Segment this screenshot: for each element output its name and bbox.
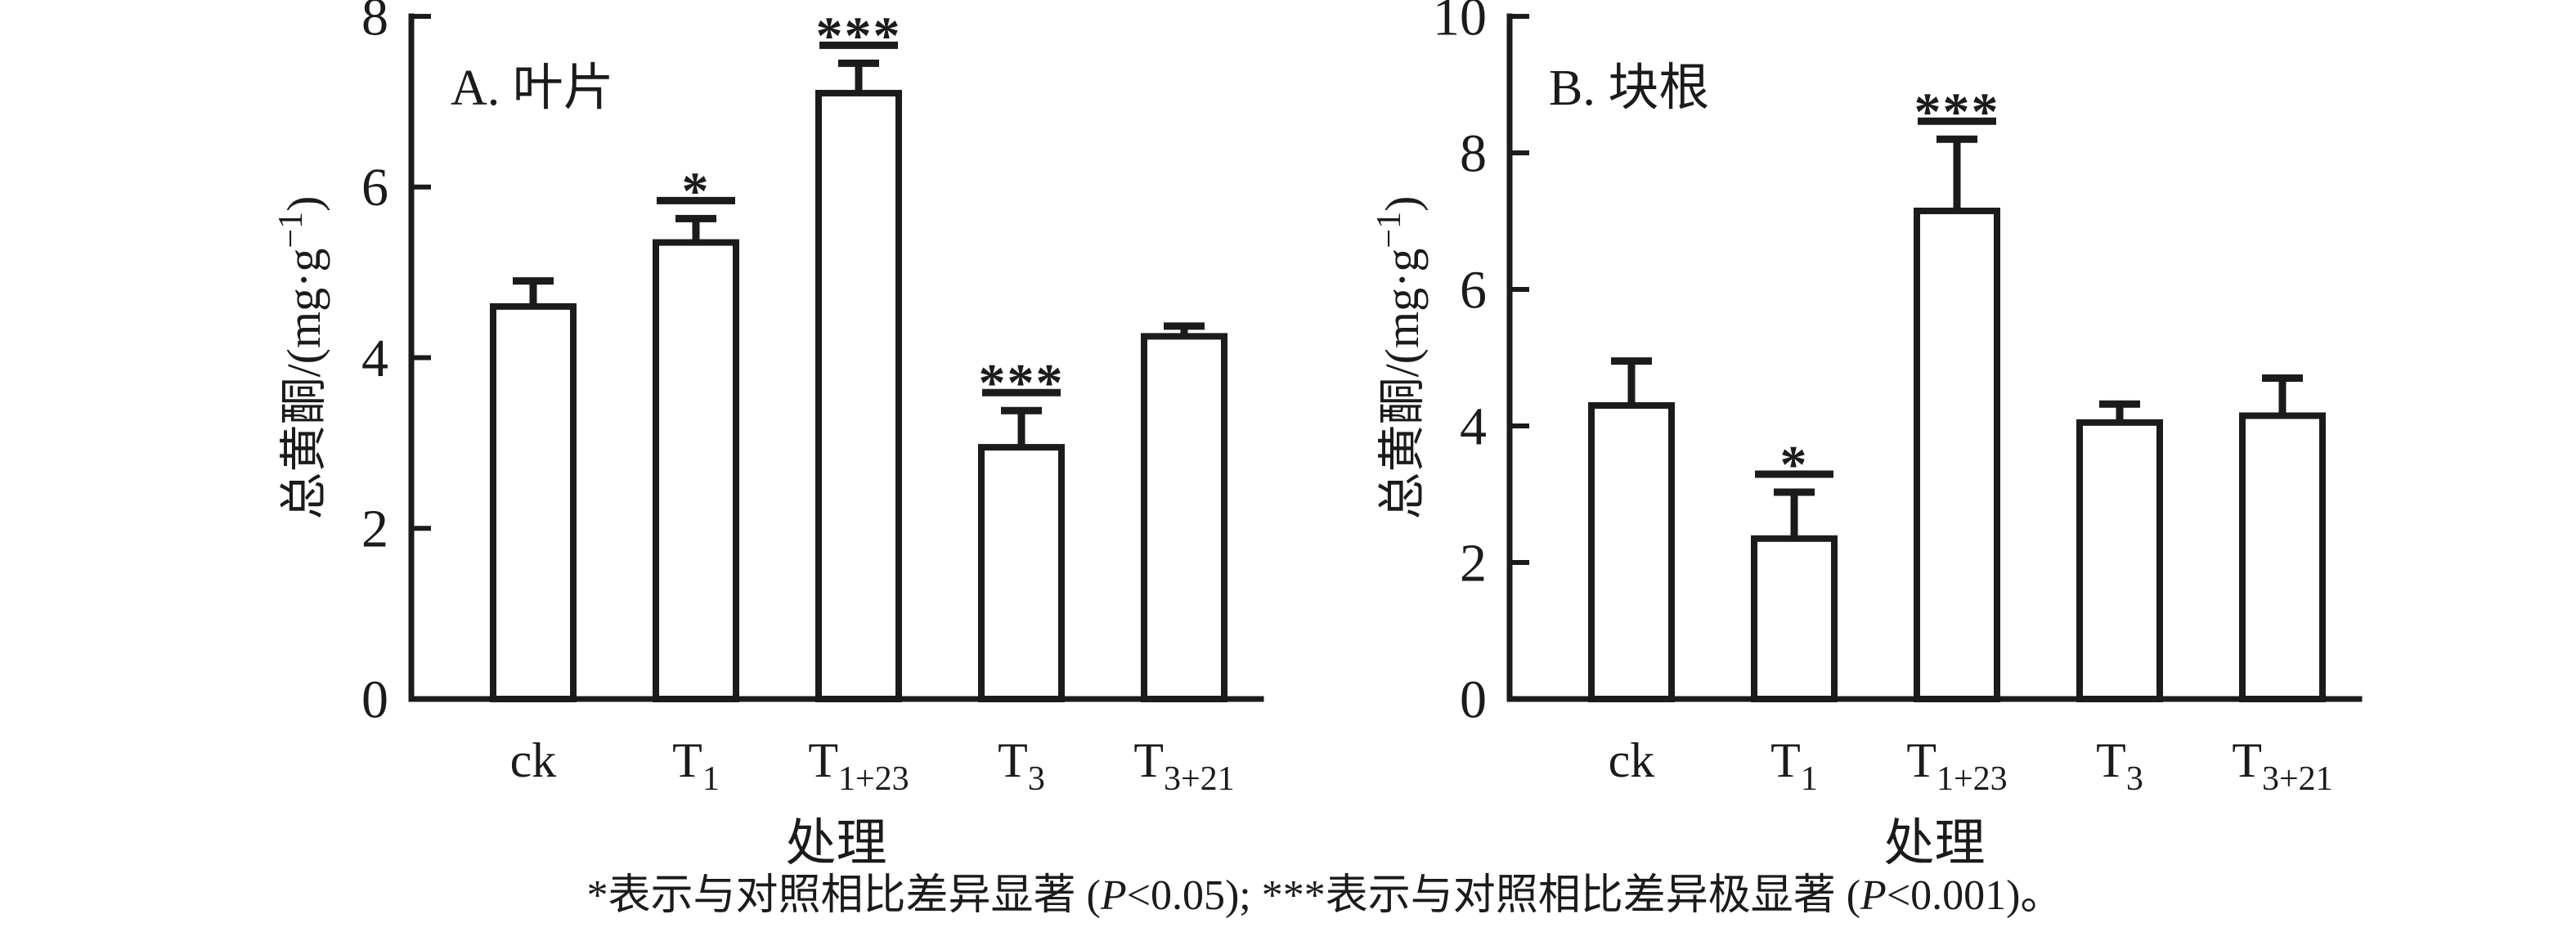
x-category-label-t3: T3 <box>998 733 1045 798</box>
axes <box>408 13 1264 702</box>
sig-stars-t1: * <box>1780 435 1809 495</box>
error-bar-t1-23 <box>1936 135 1977 211</box>
error-bar-t3 <box>2099 400 2140 423</box>
error-bar-t1 <box>1774 488 1815 539</box>
sig-stars-t1-23: *** <box>1914 82 2000 141</box>
sig-stars-t3: *** <box>979 353 1065 413</box>
y-tick-label: 4 <box>1460 397 1487 456</box>
bar-t1-23 <box>815 89 902 702</box>
x-category-label-ck: ck <box>1609 733 1655 787</box>
y-axis-title: 总黄酮/(mg·g−1) <box>1371 196 1429 520</box>
y-tick-label: 2 <box>361 500 388 559</box>
x-category-label-t1: T1 <box>672 733 720 798</box>
x-category-label-t3: T3 <box>2096 733 2143 798</box>
figure-caption: *表示与对照相比差异显著 (P<0.05); ***表示与对照相比差异极显著 (… <box>587 872 2063 919</box>
x-category-label-t3-21: T3+21 <box>2232 733 2332 798</box>
bar-t1-23 <box>1914 207 2000 703</box>
bar-t1 <box>1751 535 1838 703</box>
bar-ck <box>1588 401 1675 702</box>
y-tick-label: 6 <box>361 158 388 217</box>
bar-t3 <box>978 444 1065 702</box>
panel-title: B. 块根 <box>1549 60 1709 116</box>
error-bar-ck <box>1611 357 1652 406</box>
y-tick-label: 8 <box>361 0 388 47</box>
y-tick-label: 0 <box>361 670 388 729</box>
x-category-label-t1-23: T1+23 <box>808 733 909 798</box>
bar-t3-21 <box>2239 412 2326 702</box>
bar-t3-21 <box>1141 333 1227 702</box>
x-category-label-t1: T1 <box>1770 733 1818 798</box>
error-bar-t1 <box>675 214 716 243</box>
error-bar-t1-23 <box>838 59 879 93</box>
bar-ck <box>490 302 577 702</box>
bar-t1 <box>653 239 739 702</box>
error-bar-t3-21 <box>2262 374 2303 416</box>
y-tick-label: 4 <box>361 329 388 388</box>
y-tick-label: 6 <box>1460 260 1487 320</box>
y-tick-label: 2 <box>1460 533 1487 593</box>
sig-stars-t1: * <box>682 161 711 221</box>
error-bar-t3 <box>1001 406 1042 448</box>
x-category-label-ck: ck <box>510 733 557 787</box>
y-axis-title: 总黄酮/(mg·g−1) <box>272 196 330 520</box>
y-tick-label: 8 <box>1460 123 1487 183</box>
x-axis-title: 处理 <box>1883 816 1985 872</box>
panel-title: A. 叶片 <box>451 60 614 116</box>
error-bar-ck <box>513 277 554 307</box>
x-axis-title: 处理 <box>785 816 886 872</box>
bar-t3 <box>2076 419 2163 702</box>
sig-stars-t1-23: *** <box>816 6 902 65</box>
y-tick-label: 10 <box>1433 0 1487 47</box>
y-tick-label: 0 <box>1460 670 1487 729</box>
error-bar-t3-21 <box>1164 322 1205 337</box>
x-category-label-t1-23: T1+23 <box>1906 733 2007 798</box>
axes <box>1506 13 2363 702</box>
x-category-label-t3-21: T3+21 <box>1133 733 1234 798</box>
